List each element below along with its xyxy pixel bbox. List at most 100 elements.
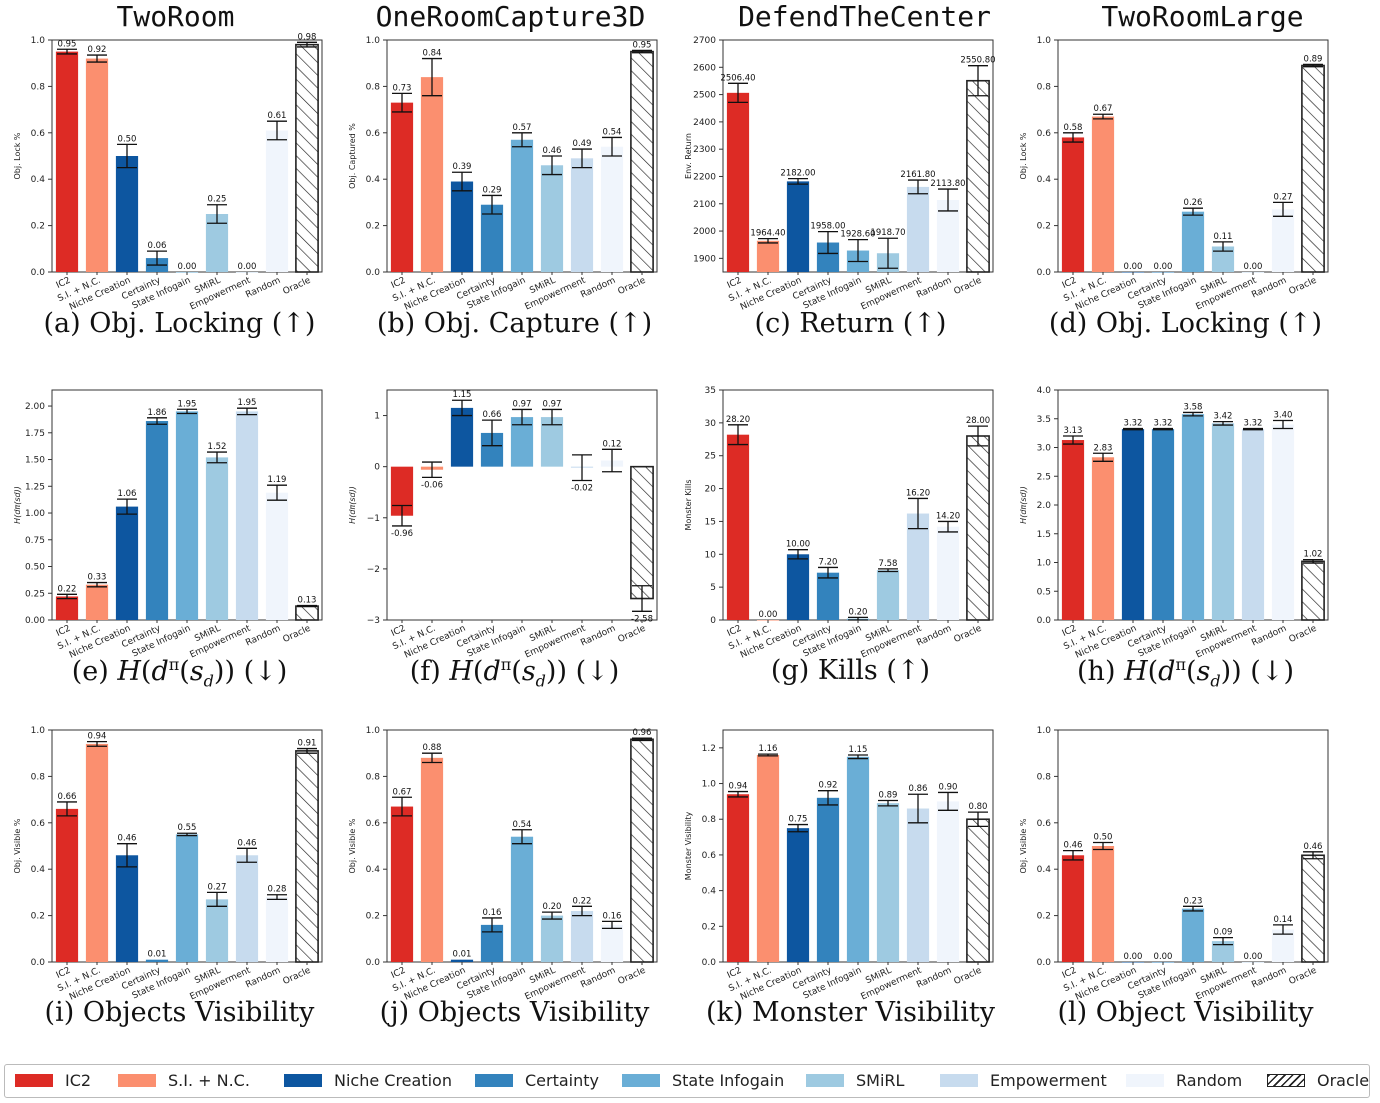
legend-swatch: [475, 1074, 513, 1087]
legend-label: S.I. + N.C.: [168, 1071, 250, 1090]
y-tick-label: 0.2: [366, 222, 380, 232]
legend-swatch: [15, 1074, 53, 1087]
bar-state-infogain: [510, 417, 534, 467]
bar-ic2: [390, 806, 414, 962]
bar-oracle: [295, 43, 319, 273]
y-tick-label: 1.0: [366, 36, 381, 46]
legend-swatch: [1126, 1074, 1164, 1087]
bar-s-i-n-c-: [420, 77, 444, 273]
data-label: 0.39: [453, 162, 472, 172]
data-label: 1.52: [208, 442, 227, 452]
y-tick-label: 0.0: [702, 958, 717, 968]
y-tick-label: 0.8: [366, 772, 381, 782]
y-axis-label: H(dπ(sd)): [13, 486, 22, 524]
y-tick-label: 1.0: [1037, 726, 1052, 736]
bar-ic2: [390, 102, 414, 272]
bar-random: [265, 492, 289, 620]
data-label: 0.29: [483, 185, 502, 195]
bar-certainty: [816, 797, 840, 962]
data-label: 0.55: [178, 823, 197, 833]
legend: IC2 S.I. + N.C. Niche Creation Certainty Sta…: [4, 1064, 1370, 1098]
data-label: 2550.80: [960, 56, 995, 66]
x-tick-label: Random: [1250, 276, 1288, 301]
y-tick-label: 1.5: [1037, 530, 1051, 540]
data-label: 0.20: [849, 607, 868, 617]
y-tick-label: 0.6: [1037, 819, 1052, 829]
data-label: 0.27: [208, 882, 227, 892]
y-tick-label: 0.0: [1037, 958, 1052, 968]
chart-5: 0.00 0.25 0.50 0.75 1.00 1.25 1.50 1.75 2.00 H(dπ…: [13, 389, 323, 661]
data-label: 0.22: [58, 584, 77, 594]
y-tick-label: 0.6: [702, 851, 717, 861]
y-tick-label: 0.6: [366, 819, 381, 829]
legend-label: State Infogain: [672, 1071, 785, 1090]
data-label: 0.97: [543, 399, 562, 409]
bar-smirl: [1211, 941, 1235, 962]
data-label: 1.86: [148, 408, 167, 418]
bar-s-i-n-c-: [756, 754, 780, 962]
y-tick-label: 0.6: [31, 129, 46, 139]
data-label: 0.50: [118, 134, 137, 144]
bar-s-i-n-c-: [1091, 116, 1115, 272]
bar-certainty: [1151, 429, 1175, 620]
y-axis-label: Obj. Lock %: [13, 132, 22, 179]
chart-8: 0.0 0.5 1.0 1.5 2.0 2.5 3.0 3.5 4.0 H(dπ(sd)) 3.13…: [1019, 386, 1329, 661]
bar-certainty: [480, 924, 504, 962]
bar-empowerment: [570, 910, 594, 962]
x-tick-label: Random: [579, 624, 617, 649]
y-tick-label: 20: [705, 485, 717, 495]
data-label: 1.95: [238, 398, 257, 408]
chart-caption-3: (c) Return (↑): [754, 308, 947, 339]
data-label: 0.94: [729, 782, 748, 792]
data-label: 3.58: [1184, 402, 1203, 412]
bar-empowerment: [906, 808, 930, 962]
column-title-2: OneRoomCapture3D: [375, 0, 646, 33]
data-label: 0.46: [1304, 842, 1323, 852]
y-axis-label: Monster Kills: [684, 479, 693, 530]
bar-empowerment: [235, 411, 259, 620]
y-tick-label: 0.0: [1037, 268, 1052, 278]
y-tick-label: 0.2: [1037, 912, 1051, 922]
y-tick-label: −2: [367, 565, 380, 575]
data-label: 1.95: [178, 399, 197, 409]
bar-niche-creation: [786, 181, 810, 272]
data-label: 0.13: [298, 596, 317, 606]
bar-oracle: [1301, 560, 1325, 621]
y-tick-label: 3.0: [1037, 444, 1052, 454]
y-axis-label: Obj. Visible %: [13, 818, 22, 873]
y-tick-label: 0.50: [25, 563, 45, 573]
data-label: -0.06: [421, 480, 443, 490]
data-label: 0.73: [393, 83, 412, 93]
bar-niche-creation: [450, 407, 474, 467]
bar-certainty: [480, 432, 504, 467]
data-label: 28.20: [726, 415, 750, 425]
bar-certainty: [816, 572, 840, 620]
y-tick-label: 2.00: [25, 402, 45, 412]
x-tick-label: Random: [244, 276, 282, 301]
data-label: 7.58: [879, 559, 898, 569]
data-label: 0.46: [1064, 841, 1083, 851]
data-label: 0.27: [1274, 192, 1293, 202]
bar-ic2: [1061, 440, 1085, 620]
legend-swatch: [118, 1074, 156, 1087]
chart-caption-8: (h) H(dπ(sd)) (↓): [1077, 655, 1294, 691]
bar-random: [600, 924, 624, 962]
data-label: 0.20: [543, 902, 562, 912]
legend-label: Oracle: [1317, 1071, 1370, 1090]
bar-state-infogain: [1181, 414, 1205, 620]
data-label: 0.16: [603, 911, 622, 921]
bar-smirl: [540, 417, 564, 467]
bar-random: [600, 146, 624, 272]
y-tick-label: 1.00: [25, 509, 45, 519]
data-label: 0.91: [298, 739, 317, 749]
y-tick-label: 1.50: [25, 456, 45, 466]
data-label: 0.14: [1274, 915, 1293, 925]
bar-oracle: [1301, 64, 1325, 273]
y-tick-label: 2700: [693, 36, 716, 46]
bar-certainty: [145, 421, 169, 620]
data-label: 0.97: [513, 399, 532, 409]
data-label: 0.01: [453, 950, 472, 960]
legend-swatch: [284, 1074, 322, 1087]
